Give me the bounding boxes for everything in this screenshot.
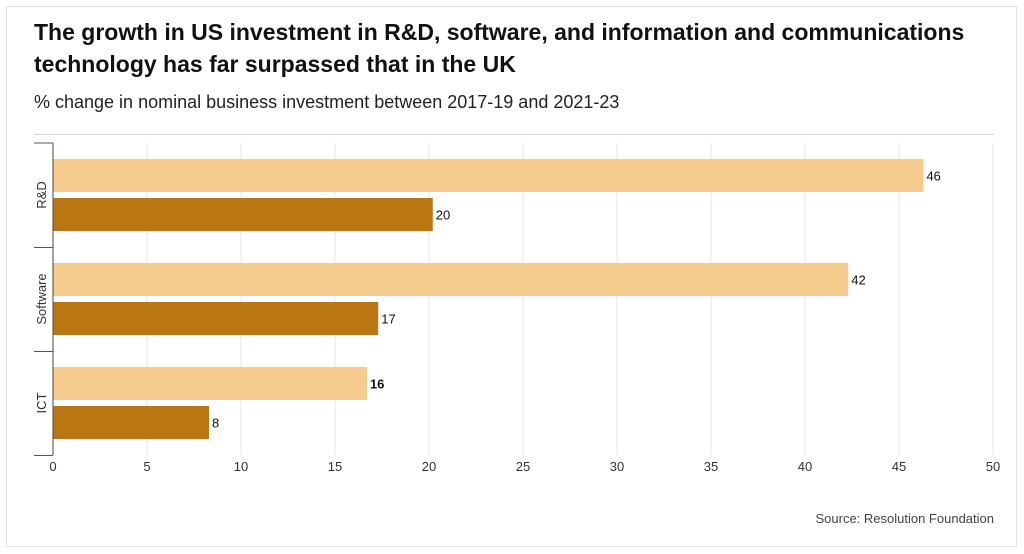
bar-light-2 — [53, 367, 367, 400]
bar-light-1 — [53, 263, 849, 296]
x-tick-label: 25 — [516, 459, 530, 474]
axes: 0 5 10 15 20 25 30 35 40 45 50 R&D Software ICT — [34, 142, 1000, 474]
bar-dark-1 — [53, 302, 379, 335]
x-tick-label: 45 — [892, 459, 906, 474]
source-note: Source: Resolution Foundation — [815, 511, 994, 526]
data-label: 8 — [212, 416, 219, 431]
bar-dark-0 — [53, 198, 433, 231]
x-tick-label: 0 — [49, 459, 56, 474]
x-tick-label: 30 — [610, 459, 624, 474]
chart-title: The growth in US investment in R&D, soft… — [34, 19, 965, 77]
x-tick-label: 5 — [143, 459, 150, 474]
chart-subtitle: % change in nominal business investment … — [34, 92, 620, 112]
data-label: 46 — [926, 169, 940, 184]
data-label: 42 — [851, 273, 865, 288]
data-label: 16 — [370, 377, 384, 392]
category-label: ICT — [34, 392, 49, 413]
category-label: R&D — [34, 181, 49, 208]
gridlines — [146, 143, 994, 455]
labels: 46 20 42 17 16 8 — [212, 169, 941, 431]
x-tick-label: 20 — [422, 459, 436, 474]
bars — [53, 159, 924, 439]
x-tick-label: 50 — [986, 459, 1000, 474]
x-tick-label: 35 — [704, 459, 718, 474]
x-tick-label: 10 — [234, 459, 248, 474]
x-tick-label: 40 — [798, 459, 812, 474]
x-tick-label: 15 — [328, 459, 342, 474]
category-label: Software — [34, 273, 49, 324]
bar-dark-2 — [53, 406, 210, 439]
data-label: 20 — [436, 208, 450, 223]
data-label: 17 — [381, 312, 395, 327]
bar-light-0 — [53, 159, 924, 192]
title-divider — [34, 134, 994, 135]
